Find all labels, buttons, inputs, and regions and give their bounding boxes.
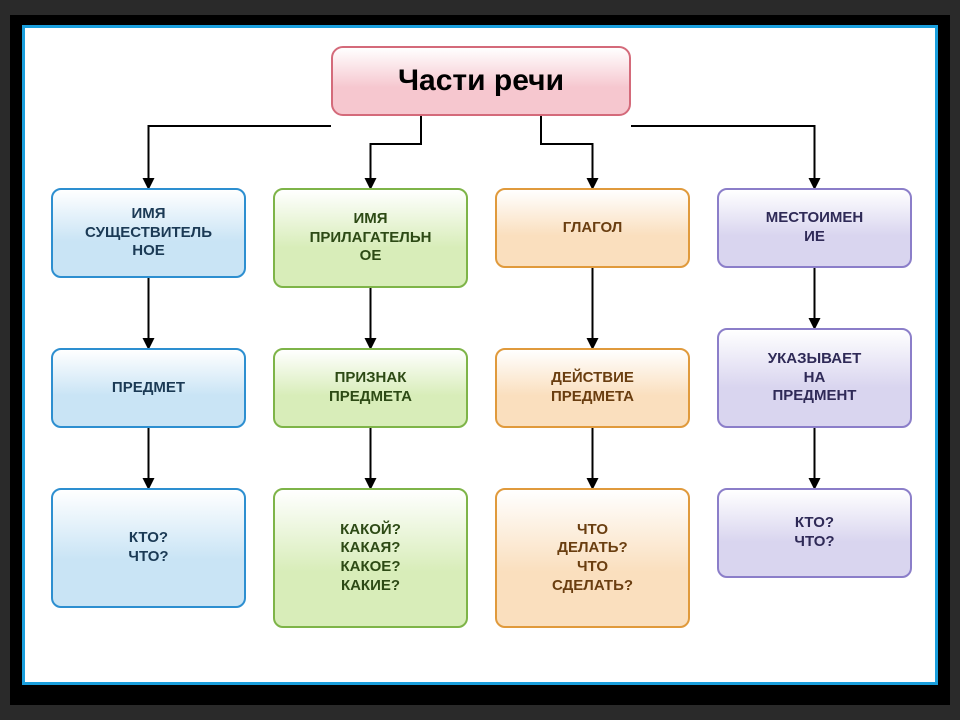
diagram-canvas: Части речи ИМЯ СУЩЕСТВИТЕЛЬ НОЕ ПРЕДМЕТ КТО… — [22, 25, 938, 685]
title-node: Части речи — [331, 46, 631, 116]
outer-frame: Части речи ИМЯ СУЩЕСТВИТЕЛЬ НОЕ ПРЕДМЕТ КТО… — [10, 15, 950, 705]
noun-questions: КТО? ЧТО? — [51, 488, 246, 608]
adjective-questions: КАКОЙ? КАКАЯ? КАКОЕ? КАКИЕ? — [273, 488, 468, 628]
verb-category: ГЛАГОЛ — [495, 188, 690, 268]
pronoun-meaning: УКАЗЫВАЕТ НА ПРЕДМЕНТ — [717, 328, 912, 428]
adjective-category: ИМЯ ПРИЛАГАТЕЛЬН ОЕ — [273, 188, 468, 288]
verb-meaning: ДЕЙСТВИЕ ПРЕДМЕТА — [495, 348, 690, 428]
pronoun-questions: КТО? ЧТО? — [717, 488, 912, 578]
noun-category: ИМЯ СУЩЕСТВИТЕЛЬ НОЕ — [51, 188, 246, 278]
adjective-meaning: ПРИЗНАК ПРЕДМЕТА — [273, 348, 468, 428]
noun-meaning: ПРЕДМЕТ — [51, 348, 246, 428]
verb-questions: ЧТО ДЕЛАТЬ? ЧТО СДЕЛАТЬ? — [495, 488, 690, 628]
pronoun-category: МЕСТОИМЕН ИЕ — [717, 188, 912, 268]
